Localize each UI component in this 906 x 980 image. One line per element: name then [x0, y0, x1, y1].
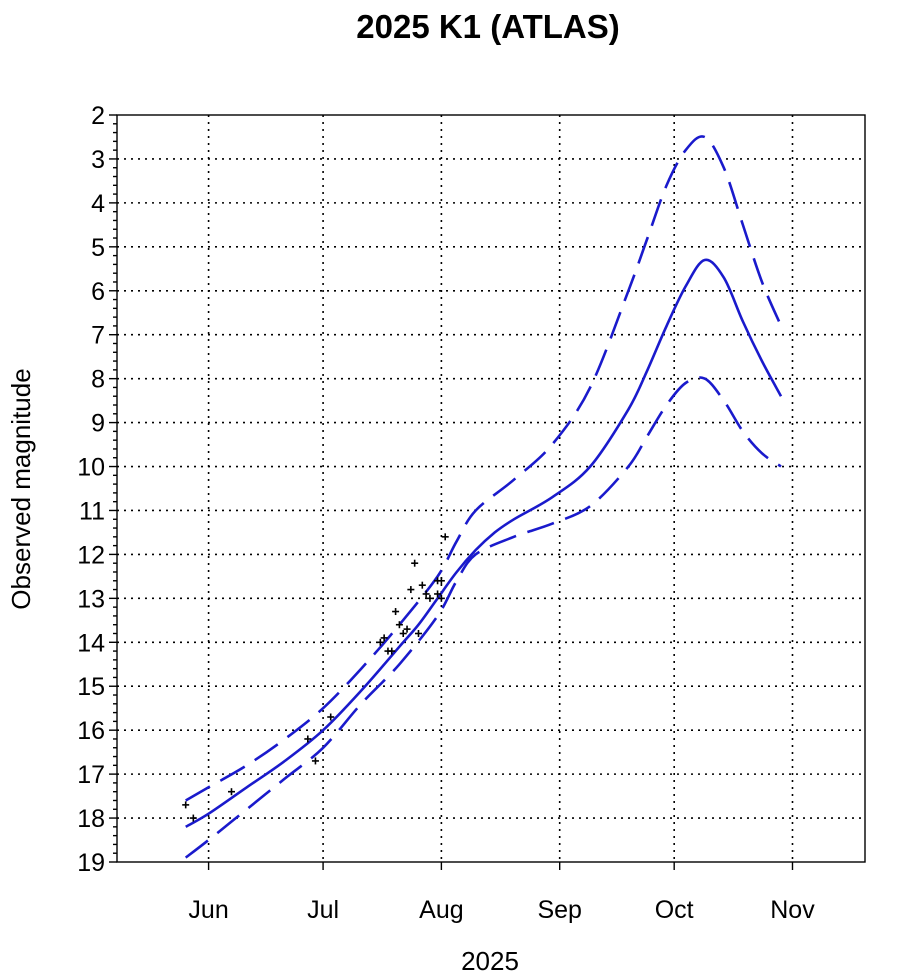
observation-point [311, 757, 319, 765]
x-tick-label: Jul [307, 896, 339, 924]
series-line-lower-bound [184, 376, 782, 859]
x-tick-label: Jun [188, 896, 228, 924]
observation-point [399, 630, 407, 638]
grid-layer [117, 115, 865, 862]
y-axis-label: Observed magnitude [6, 368, 36, 609]
y-tick-label: 19 [77, 849, 105, 877]
observation-point [422, 590, 430, 598]
x-tick-label: Sep [537, 896, 581, 924]
observation-point [189, 814, 197, 822]
x-tick-label: Aug [419, 896, 463, 924]
observation-point [304, 735, 312, 743]
observation-point [227, 788, 235, 796]
observation-point [426, 594, 434, 602]
observation-point [441, 533, 449, 541]
observations-layer [182, 533, 449, 822]
series-line-upper-bound [185, 135, 783, 802]
observation-point [434, 590, 442, 598]
observation-point [182, 801, 190, 809]
y-tick-label: 16 [77, 717, 105, 745]
observation-point [395, 621, 403, 629]
y-tick-label: 11 [79, 497, 105, 525]
observation-point [376, 638, 384, 646]
y-tick-label: 4 [91, 190, 105, 218]
observation-point [327, 713, 335, 721]
y-tick-label: 13 [77, 585, 105, 613]
x-tick-label: Oct [655, 896, 694, 924]
observation-point [411, 559, 419, 567]
ticks-layer: 2 3 4 5 6 7 8 9 10 11 12 13 14 15 16 17 18 19 Jun Jul Aug Sep… [77, 102, 815, 924]
y-tick-label: 6 [91, 278, 105, 306]
chart-title: 2025 K1 (ATLAS) [356, 8, 619, 45]
observation-point [403, 625, 411, 633]
y-tick-label: 9 [91, 410, 105, 438]
observation-point [418, 581, 426, 589]
y-tick-label: 15 [77, 673, 105, 701]
y-tick-label: 14 [77, 629, 105, 657]
observation-point [407, 586, 415, 594]
series-layer [184, 135, 783, 859]
y-tick-label: 17 [77, 761, 105, 789]
plot-frame [116, 114, 866, 863]
y-tick-label: 8 [91, 366, 105, 394]
observation-point [380, 634, 388, 642]
y-tick-label: 3 [91, 146, 105, 174]
y-tick-label: 7 [91, 322, 105, 350]
observation-point [392, 608, 400, 616]
x-axis-label: 2025 [461, 946, 519, 976]
x-tick-label: Nov [770, 896, 815, 924]
y-tick-label: 12 [77, 541, 105, 569]
observation-point [388, 647, 396, 655]
y-tick-label: 10 [77, 454, 105, 482]
y-tick-label: 18 [77, 805, 105, 833]
observation-point [414, 630, 422, 638]
y-tick-label: 2 [91, 102, 105, 130]
series-line-model [185, 258, 783, 828]
y-tick-label: 5 [91, 234, 105, 262]
observation-point [437, 594, 445, 602]
observation-point [437, 577, 445, 585]
